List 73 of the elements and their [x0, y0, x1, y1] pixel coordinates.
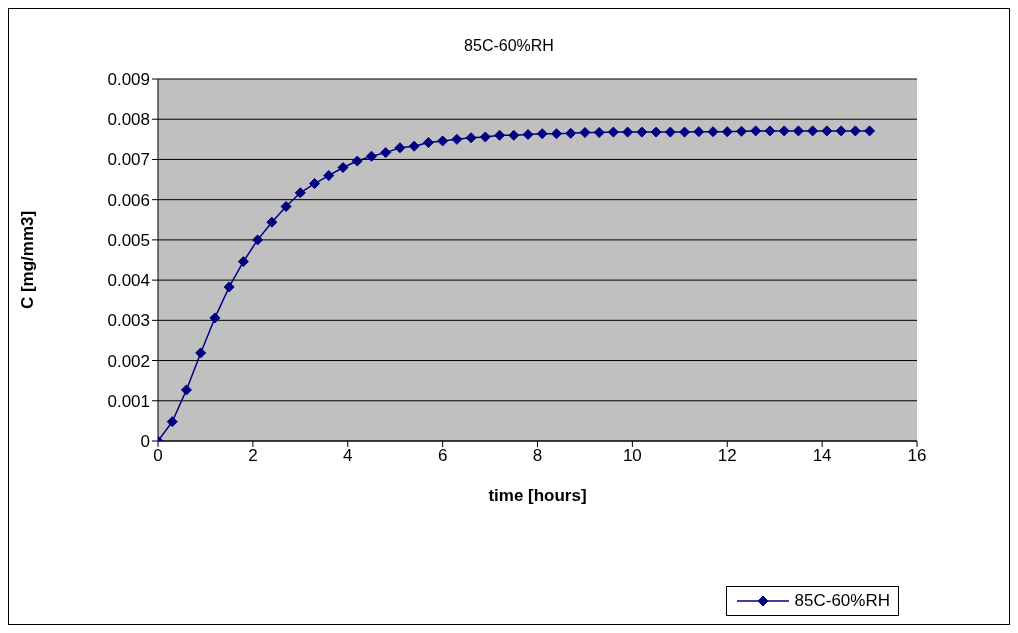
point [750, 125, 762, 137]
x-tick-label: 10 [622, 446, 642, 466]
point [565, 127, 577, 139]
point [451, 133, 463, 145]
point [408, 140, 420, 152]
point [437, 135, 449, 147]
point [579, 127, 591, 138]
point [693, 126, 705, 138]
y-tick-label: 0.002 [107, 351, 150, 371]
point [237, 256, 249, 268]
point [792, 125, 804, 137]
point [650, 126, 662, 138]
y-tick-label: 0.009 [107, 70, 150, 90]
y-tick-label: 0.005 [107, 230, 150, 250]
point [835, 125, 847, 137]
point [166, 416, 178, 428]
y-tick-label: 0.003 [107, 311, 150, 331]
point [252, 234, 264, 246]
x-tick-label: 16 [907, 446, 927, 466]
point [209, 312, 221, 324]
point [778, 125, 790, 137]
point [280, 201, 292, 212]
y-tick-label: 0.008 [107, 110, 150, 130]
point [536, 128, 548, 140]
point [195, 347, 207, 359]
point [494, 129, 506, 141]
y-tick-label: 0.004 [107, 271, 150, 291]
y-tick-label: 0.006 [107, 190, 150, 210]
point [622, 126, 634, 138]
x-tick-label: 6 [437, 446, 448, 466]
y-tick-label: 0.007 [107, 150, 150, 170]
point [294, 187, 306, 199]
x-tick-label: 2 [248, 446, 258, 466]
point [422, 137, 434, 149]
chart-title: 85C-60%RH [463, 37, 555, 55]
point [807, 125, 819, 137]
point [636, 126, 648, 138]
x-tick-label: 8 [532, 446, 543, 466]
point [764, 125, 776, 137]
point [394, 142, 406, 154]
point [479, 131, 491, 143]
point [351, 155, 363, 167]
point [309, 178, 321, 190]
x-tick-label: 0 [153, 446, 163, 466]
x-tick-label: 12 [717, 446, 737, 466]
point [849, 125, 861, 137]
point [664, 126, 676, 138]
point [593, 127, 605, 138]
point [864, 125, 876, 137]
x-tick-label: 4 [343, 446, 353, 466]
x-axis-title: time [hours] [488, 486, 587, 505]
point [180, 384, 192, 396]
point [607, 126, 619, 138]
point [380, 147, 392, 159]
point [266, 216, 278, 228]
y-tick-label: 0.001 [107, 391, 150, 411]
legend-label: 85C-60%RH [794, 591, 890, 611]
point [721, 126, 733, 138]
point [365, 150, 377, 162]
point [465, 132, 477, 144]
point [223, 281, 235, 293]
point [522, 129, 534, 141]
point [550, 128, 562, 140]
point [508, 129, 520, 141]
point [679, 126, 691, 138]
y-axis-title: C [mg/mm3] [18, 210, 38, 310]
point [707, 126, 719, 138]
x-tick-label: 14 [812, 446, 832, 466]
point [323, 170, 335, 182]
point [821, 125, 833, 137]
y-tick-label: 0 [140, 432, 150, 452]
point [337, 161, 349, 173]
point [735, 125, 747, 137]
